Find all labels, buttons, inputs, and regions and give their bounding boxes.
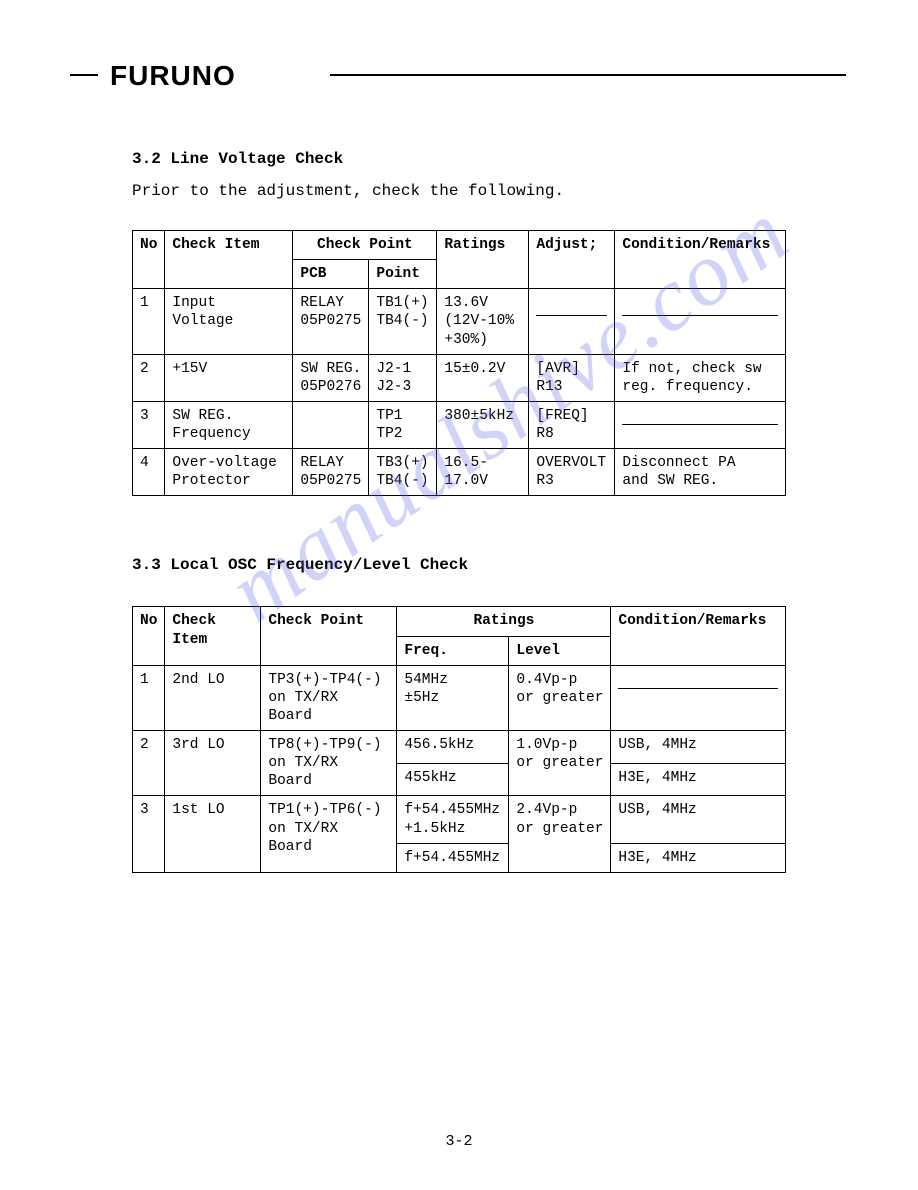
col-check-item: Check Item [165,607,261,665]
cell-level: 1.0Vp-p or greater [509,731,611,796]
col-level: Level [509,636,611,665]
col-adjust: Adjust; [529,231,615,289]
col-condition: Condition/Remarks [615,231,786,289]
table-row: 1 2nd LO TP3(+)-TP4(-) on TX/RX Board 54… [133,665,786,730]
col-no: No [133,231,165,289]
cell-level: 2.4Vp-p or greater [509,796,611,872]
cell-pcb: RELAY 05P0275 [293,449,369,496]
cell-no: 3 [133,401,165,448]
col-check-point: Check Point [293,231,437,260]
header-rule-right [330,74,846,76]
cell-item: 3rd LO [165,731,261,796]
col-pcb: PCB [293,260,369,289]
section-3-2-intro: Prior to the adjustment, check the follo… [132,182,786,200]
page-number: 3-2 [132,1133,786,1150]
brand-logo: FURUNO [110,60,236,92]
cell-point: TB3(+) TB4(-) [369,449,437,496]
cell-level: 0.4Vp-p or greater [509,665,611,730]
header-rule-left [70,74,98,76]
cell-item: 2nd LO [165,665,261,730]
cell-item: 1st LO [165,796,261,872]
local-osc-table: No Check Item Check Point Ratings Condit… [132,606,786,872]
cell-point: TP1 TP2 [369,401,437,448]
cell-item: +15V [165,354,293,401]
table-row: 3 SW REG. Frequency TP1 TP2 380±5kHz [FR… [133,401,786,448]
cell-adjust: [AVR] R13 [529,354,615,401]
col-no: No [133,607,165,665]
table-row: 4 Over-voltage Protector RELAY 05P0275 T… [133,449,786,496]
table-header-row: No Check Item Check Point Ratings Condit… [133,607,786,636]
cell-cond [615,401,786,448]
col-condition: Condition/Remarks [611,607,786,665]
table-row: 1 Input Voltage RELAY 05P0275 TB1(+) TB4… [133,289,786,354]
cell-cp: TP1(+)-TP6(-) on TX/RX Board [261,796,397,872]
cell-no: 1 [133,665,165,730]
blank-line [622,300,778,316]
cell-cond [611,665,786,730]
header-bar: FURUNO [100,60,818,90]
table-row: 2 +15V SW REG. 05P0276 J2-1 J2-3 15±0.2V… [133,354,786,401]
blank-line [536,300,607,316]
cell-cond: USB, 4MHz [611,796,786,843]
cell-freq: f+54.455MHz [397,843,509,872]
col-ratings: Ratings [437,231,529,289]
cell-freq: 456.5kHz [397,731,509,764]
cell-item: Input Voltage [165,289,293,354]
table-row: 2 3rd LO TP8(+)-TP9(-) on TX/RX Board 45… [133,731,786,764]
cell-point: J2-1 J2-3 [369,354,437,401]
cell-pcb: SW REG. 05P0276 [293,354,369,401]
cell-ratings: 380±5kHz [437,401,529,448]
col-check-item: Check Item [165,231,293,289]
cell-freq: 54MHz ±5Hz [397,665,509,730]
cell-no: 1 [133,289,165,354]
cell-point: TB1(+) TB4(-) [369,289,437,354]
cell-cp: TP3(+)-TP4(-) on TX/RX Board [261,665,397,730]
line-voltage-table: No Check Item Check Point Ratings Adjust… [132,230,786,496]
cell-item: SW REG. Frequency [165,401,293,448]
cell-cond: Disconnect PA and SW REG. [615,449,786,496]
cell-adjust [529,289,615,354]
blank-line [622,409,778,425]
col-freq: Freq. [397,636,509,665]
cell-freq: 455kHz [397,763,509,796]
cell-no: 2 [133,731,165,796]
section-3-3-title: 3.3 Local OSC Frequency/Level Check [132,556,786,574]
col-check-point: Check Point [261,607,397,665]
cell-no: 3 [133,796,165,872]
cell-item: Over-voltage Protector [165,449,293,496]
page: manualshive.com FURUNO 3.2 Line Voltage … [0,0,918,1190]
cell-cond [615,289,786,354]
cell-cp: TP8(+)-TP9(-) on TX/RX Board [261,731,397,796]
section-3-2-title: 3.2 Line Voltage Check [132,150,786,168]
cell-pcb [293,401,369,448]
cell-ratings: 15±0.2V [437,354,529,401]
cell-adjust: [FREQ] R8 [529,401,615,448]
spacer [132,588,786,606]
cell-no: 2 [133,354,165,401]
cell-cond: H3E, 4MHz [611,843,786,872]
cell-adjust: OVERVOLT R3 [529,449,615,496]
cell-cond: H3E, 4MHz [611,763,786,796]
col-ratings: Ratings [397,607,611,636]
cell-ratings: 16.5-17.0V [437,449,529,496]
col-point: Point [369,260,437,289]
cell-pcb: RELAY 05P0275 [293,289,369,354]
cell-ratings: 13.6V (12V-10% +30%) [437,289,529,354]
table-row: 3 1st LO TP1(+)-TP6(-) on TX/RX Board f+… [133,796,786,843]
cell-cond: USB, 4MHz [611,731,786,764]
cell-cond: If not, check sw reg. frequency. [615,354,786,401]
content-area: 3.2 Line Voltage Check Prior to the adju… [100,150,818,1150]
table-header-row: No Check Item Check Point Ratings Adjust… [133,231,786,260]
cell-no: 4 [133,449,165,496]
blank-line [618,673,778,689]
cell-freq: f+54.455MHz +1.5kHz [397,796,509,843]
